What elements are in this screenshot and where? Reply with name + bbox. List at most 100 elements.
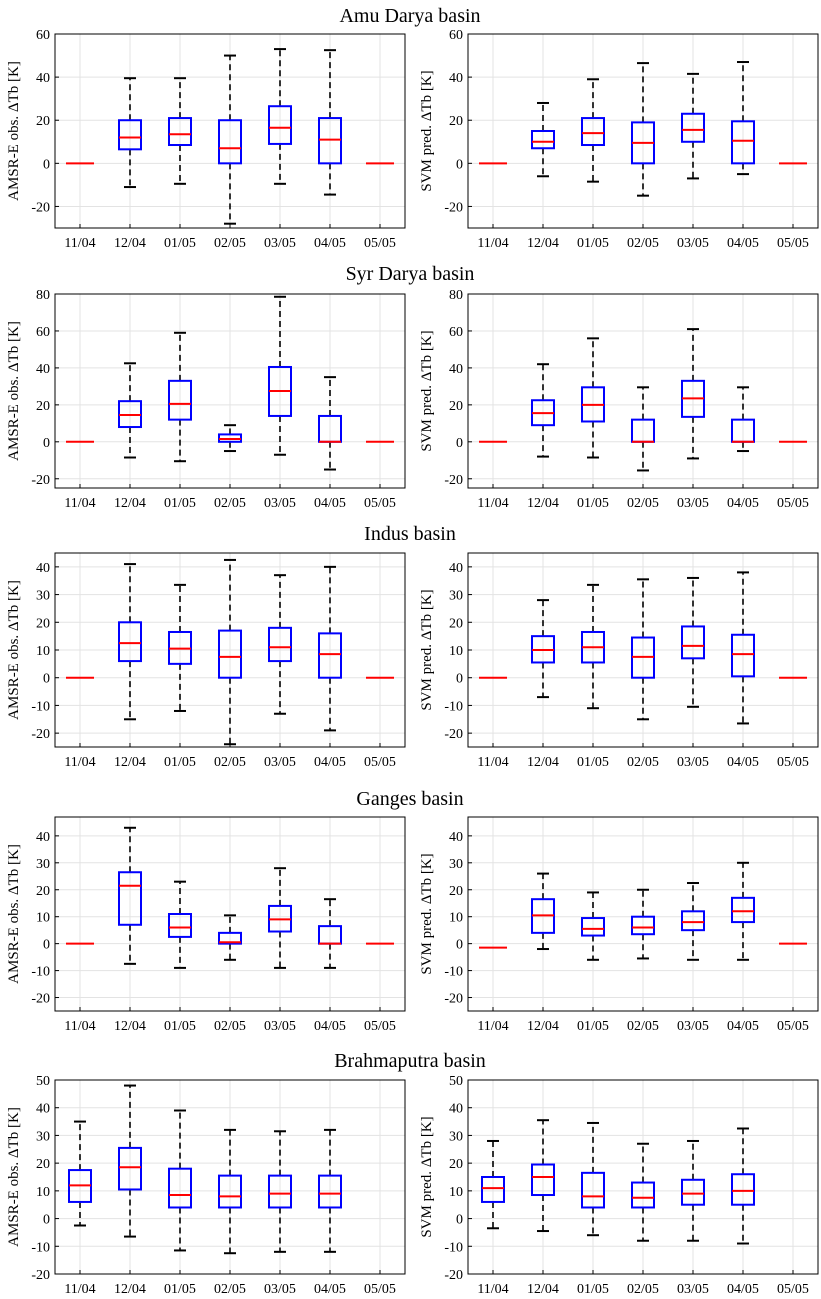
basin-row-1: Syr Darya basin -20 0 20 40 60 80 11/04 12/04 01/… xyxy=(6,263,819,511)
box-04-05 xyxy=(318,376,342,471)
iqr-box xyxy=(168,379,192,421)
x-tick-label: 12/04 xyxy=(114,755,146,770)
box-03-05 xyxy=(268,867,292,969)
x-tick-label: 11/04 xyxy=(64,755,95,770)
y-tick-label: 40 xyxy=(36,830,50,845)
box-04-05 xyxy=(318,565,342,732)
x-tick-label: 11/04 xyxy=(64,1282,95,1297)
y-tick-label: 50 xyxy=(449,1074,463,1089)
y-tick-label: -10 xyxy=(31,699,50,714)
y-tick-label: 40 xyxy=(36,71,50,86)
box-04-05 xyxy=(731,1127,755,1245)
x-tick-label: 03/05 xyxy=(264,1019,296,1034)
x-tick-label: 01/05 xyxy=(577,755,609,770)
box-12-04 xyxy=(118,77,142,189)
box-01-05 xyxy=(168,77,192,185)
y-tick-label: -10 xyxy=(31,965,50,980)
y-tick-label: -10 xyxy=(444,965,463,980)
box-01-05 xyxy=(168,1109,192,1252)
basin-title: Ganges basin xyxy=(356,788,463,810)
x-tick-label: 05/05 xyxy=(364,755,396,770)
y-tick-label: -20 xyxy=(31,1268,50,1283)
basin-row-0: Amu Darya basin -20 0 20 40 60 11/04 12/04 01/05… xyxy=(6,5,819,251)
x-tick-label: 03/05 xyxy=(264,496,296,511)
iqr-box xyxy=(268,626,292,663)
iqr-box xyxy=(681,1178,705,1206)
x-tick-label: 11/04 xyxy=(477,755,508,770)
box-03-05 xyxy=(268,48,292,185)
x-tick-label: 11/04 xyxy=(64,1019,95,1034)
y-axis-label: AMSR-E obs. ΔTb [K] xyxy=(6,580,22,720)
x-tick-label: 04/05 xyxy=(727,496,759,511)
iqr-box xyxy=(631,1181,655,1209)
y-tick-label: 20 xyxy=(449,114,463,129)
box-02-05 xyxy=(218,424,242,453)
y-tick-label: 30 xyxy=(449,1129,463,1144)
x-tick-label: 11/04 xyxy=(477,496,508,511)
x-tick-label: 02/05 xyxy=(214,236,246,251)
x-tick-label: 12/04 xyxy=(527,496,559,511)
x-tick-label: 04/05 xyxy=(727,236,759,251)
x-tick-label: 05/05 xyxy=(777,1282,809,1297)
box-03-05 xyxy=(681,1139,705,1242)
x-tick-label: 04/05 xyxy=(314,1019,346,1034)
box-12-04 xyxy=(531,872,555,951)
x-tick-label: 01/05 xyxy=(164,236,196,251)
x-tick-label: 12/04 xyxy=(114,496,146,511)
iqr-box xyxy=(731,633,755,678)
pred-panel: -20 -10 0 10 20 30 40 11/04 12/04 01/05 02/05 03/05… xyxy=(419,552,819,770)
x-tick-label: 12/04 xyxy=(114,236,146,251)
iqr-box xyxy=(268,1174,292,1209)
y-tick-label: 40 xyxy=(36,1102,50,1117)
y-tick-label: 10 xyxy=(449,1185,463,1200)
pred-panel: -20 -10 0 10 20 30 40 50 11/04 12/04 01/05 02/05 03/… xyxy=(419,1074,819,1297)
x-tick-label: 03/05 xyxy=(264,236,296,251)
iqr-box xyxy=(681,625,705,660)
y-axis-label: SVM pred. ΔTb [K] xyxy=(419,330,435,451)
box-03-05 xyxy=(681,72,705,180)
x-tick-label: 04/05 xyxy=(727,1019,759,1034)
iqr-box xyxy=(581,1171,605,1209)
y-axis-label: SVM pred. ΔTb [K] xyxy=(419,1116,435,1237)
box-04-05 xyxy=(731,861,755,961)
iqr-box xyxy=(118,871,142,926)
x-tick-label: 05/05 xyxy=(777,496,809,511)
x-tick-label: 03/05 xyxy=(677,496,709,511)
y-tick-label: 60 xyxy=(449,28,463,43)
x-tick-label: 05/05 xyxy=(364,1019,396,1034)
box-03-05 xyxy=(268,574,292,715)
basin-title: Indus basin xyxy=(364,523,456,545)
iqr-box xyxy=(118,621,142,663)
y-tick-label: 10 xyxy=(36,644,50,659)
y-tick-label: 10 xyxy=(449,644,463,659)
box-03-05 xyxy=(681,328,705,460)
x-tick-label: 12/04 xyxy=(527,236,559,251)
box-02-05 xyxy=(218,54,242,225)
obs-panel: -20 0 20 40 60 80 11/04 12/04 01/05 02/05 03/05 04/… xyxy=(6,288,406,511)
x-tick-label: 11/04 xyxy=(477,1019,508,1034)
x-tick-label: 05/05 xyxy=(364,1282,396,1297)
box-01-05 xyxy=(581,583,605,710)
y-tick-label: 0 xyxy=(43,157,50,172)
y-tick-label: 60 xyxy=(449,325,463,340)
y-tick-label: 60 xyxy=(36,325,50,340)
x-tick-label: 02/05 xyxy=(214,1282,246,1297)
box-03-05 xyxy=(268,295,292,456)
pred-panel: -20 -10 0 10 20 30 40 11/04 12/04 01/05 02/05 03/05… xyxy=(419,816,819,1034)
y-axis-label: SVM pred. ΔTb [K] xyxy=(419,70,435,191)
box-04-05 xyxy=(731,571,755,725)
box-01-05 xyxy=(581,78,605,183)
box-04-05 xyxy=(731,61,755,176)
y-tick-label: 50 xyxy=(36,1074,50,1089)
box-11-04 xyxy=(68,1120,92,1227)
y-tick-label: 30 xyxy=(449,857,463,872)
y-tick-label: 0 xyxy=(43,938,50,953)
y-tick-label: 40 xyxy=(36,561,50,576)
x-tick-label: 02/05 xyxy=(627,755,659,770)
y-tick-label: 20 xyxy=(36,114,50,129)
box-02-05 xyxy=(631,62,655,197)
box-01-05 xyxy=(581,891,605,961)
y-tick-label: 10 xyxy=(36,1185,50,1200)
box-04-05 xyxy=(318,1128,342,1253)
x-tick-label: 12/04 xyxy=(114,1019,146,1034)
